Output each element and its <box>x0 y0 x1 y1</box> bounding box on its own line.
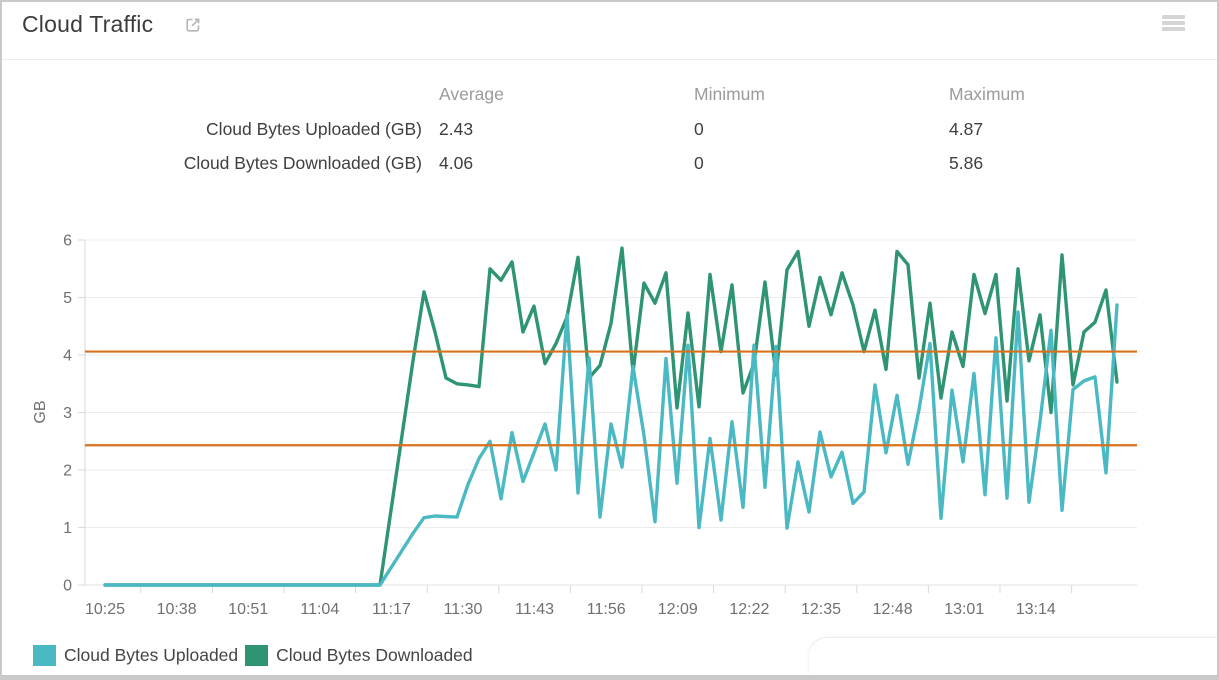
stats-row-downloaded: Cloud Bytes Downloaded (GB) 4.06 0 5.86 <box>2 153 1217 175</box>
svg-text:13:01: 13:01 <box>944 601 984 618</box>
svg-text:11:43: 11:43 <box>515 601 554 618</box>
svg-text:3: 3 <box>63 405 72 422</box>
svg-text:12:22: 12:22 <box>729 601 769 618</box>
stats-label-uploaded: Cloud Bytes Uploaded (GB) <box>206 119 422 139</box>
legend-swatch-uploaded <box>33 645 56 666</box>
svg-text:10:51: 10:51 <box>228 601 268 618</box>
svg-text:6: 6 <box>63 233 72 250</box>
svg-text:2: 2 <box>63 463 72 480</box>
legend-label-uploaded[interactable]: Cloud Bytes Uploaded <box>64 645 239 665</box>
stats-col-maximum: Maximum <box>949 84 1025 104</box>
external-link-icon[interactable] <box>183 15 203 35</box>
stats-value-downloaded-minimum: 0 <box>694 153 704 173</box>
chart-legend: Cloud Bytes Uploaded Cloud Bytes Downloa… <box>33 645 473 666</box>
svg-text:10:25: 10:25 <box>85 601 125 618</box>
widget-header: Cloud Traffic <box>2 2 1217 59</box>
stats-value-downloaded-maximum: 5.86 <box>949 153 984 173</box>
stats-header-row: Average Minimum Maximum <box>2 84 1217 106</box>
svg-text:4: 4 <box>63 348 72 365</box>
svg-text:GB: GB <box>32 400 49 423</box>
stats-value-downloaded-average: 4.06 <box>439 153 474 173</box>
stats-row-uploaded: Cloud Bytes Uploaded (GB) 2.43 0 4.87 <box>2 119 1217 141</box>
svg-text:1: 1 <box>63 520 72 537</box>
svg-text:11:04: 11:04 <box>300 601 339 618</box>
stats-value-uploaded-minimum: 0 <box>694 119 704 139</box>
stats-value-uploaded-maximum: 4.87 <box>949 119 984 139</box>
svg-text:11:56: 11:56 <box>587 601 626 618</box>
stats-col-average: Average <box>439 84 504 104</box>
svg-text:11:30: 11:30 <box>444 601 483 618</box>
svg-text:13:14: 13:14 <box>1016 601 1056 618</box>
svg-text:5: 5 <box>63 290 72 307</box>
tooltip-panel-edge <box>809 638 1217 675</box>
stats-label-downloaded: Cloud Bytes Downloaded (GB) <box>183 153 422 173</box>
svg-text:10:38: 10:38 <box>157 601 197 618</box>
svg-text:12:35: 12:35 <box>801 601 841 618</box>
widget-title: Cloud Traffic <box>22 11 154 37</box>
legend-label-downloaded[interactable]: Cloud Bytes Downloaded <box>276 645 473 665</box>
hamburger-menu-icon[interactable] <box>1162 15 1185 33</box>
svg-text:11:17: 11:17 <box>372 601 411 618</box>
header-divider <box>2 59 1217 60</box>
stats-value-uploaded-average: 2.43 <box>439 119 474 139</box>
svg-text:12:09: 12:09 <box>658 601 698 618</box>
svg-text:12:48: 12:48 <box>873 601 913 618</box>
legend-swatch-downloaded <box>245 645 269 666</box>
svg-text:0: 0 <box>63 578 72 595</box>
stats-col-minimum: Minimum <box>694 84 765 104</box>
